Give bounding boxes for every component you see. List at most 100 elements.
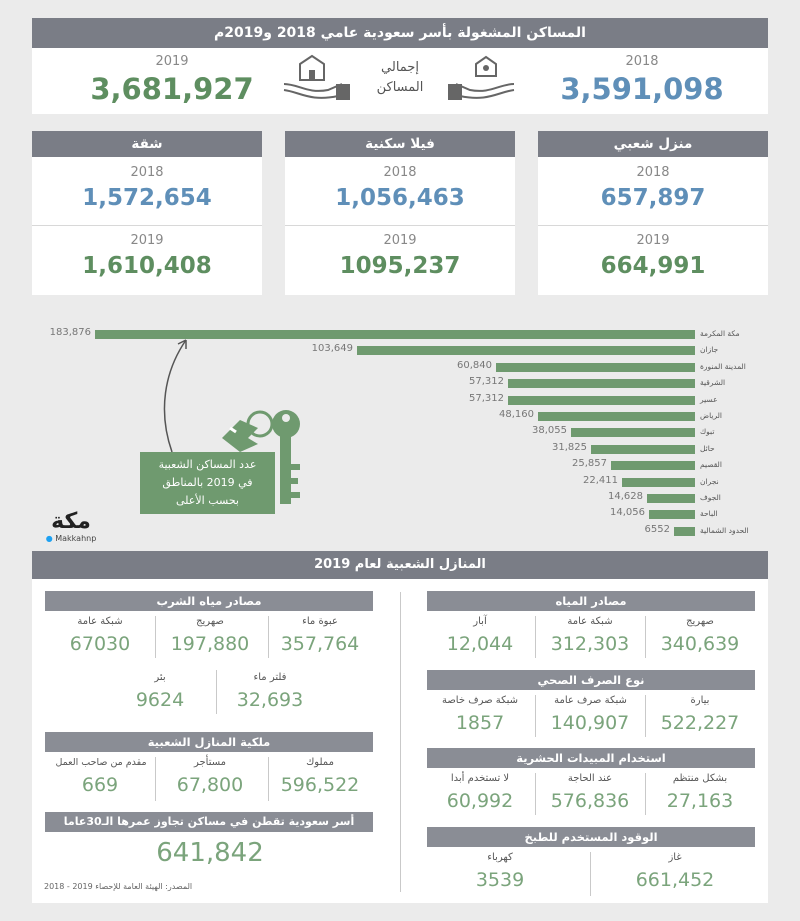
divider — [155, 616, 156, 658]
totals-card: 2019 3,681,927 إجمالي المساكن 2018 3,591… — [32, 48, 768, 114]
type-header-villa: فيلا سكنية — [285, 131, 515, 157]
hand-key-icon — [448, 55, 515, 100]
chart-bar-value: 103,649 — [311, 343, 353, 354]
chart-category-label: حائل — [700, 444, 715, 453]
pesticides-label-regularly: بشكل منتظم — [672, 773, 728, 784]
divider — [155, 757, 156, 801]
chart-bar-value: 31,825 — [552, 442, 587, 453]
apartment-year-2018: 2018 — [130, 165, 164, 180]
drinking-label-public-network: شبكة عامة — [77, 616, 123, 627]
chart-category-label: القصيم — [700, 460, 722, 469]
popular-value-2019: 664,991 — [600, 253, 706, 279]
sewage-value-private: 1857 — [455, 712, 505, 734]
chart-category-label: جازان — [700, 345, 719, 354]
water-value-tanker: 340,639 — [660, 633, 740, 655]
pesticides-label-when-needed: عند الحاجة — [567, 773, 613, 784]
callout-arrow — [163, 339, 187, 453]
chart-bar-value: 60,840 — [457, 360, 492, 371]
total-value-2019: 3,681,927 — [90, 72, 254, 106]
fuel-value-electricity: 3539 — [475, 869, 525, 891]
callout-line1: عدد المساكن الشعبية — [158, 458, 257, 471]
total-label-line2: المساكن — [376, 80, 424, 95]
pesticides-label-never: لا تستخدم أبدا — [450, 773, 510, 784]
type-header-apartment: شقة — [32, 131, 262, 157]
chart-category-label: مكة المكرمة — [700, 329, 740, 338]
section2-divider — [400, 592, 401, 892]
drinking-water-header: مصادر مياه الشرب — [45, 591, 373, 611]
chart-bar — [508, 396, 695, 405]
ownership-label-rented: مستأجر — [193, 757, 227, 768]
divider — [645, 616, 646, 658]
divider — [268, 757, 269, 801]
chart-bar-value: 6552 — [644, 524, 670, 535]
chart-bar-value: 22,411 — [583, 475, 618, 486]
villa-value-2019: 1095,237 — [339, 253, 461, 279]
chart-category-label: الحدود الشمالية — [700, 526, 749, 535]
drinking-label-filter: فلتر ماء — [253, 672, 287, 683]
fuel-value-gas: 661,452 — [635, 869, 715, 891]
fuel-label-electricity: كهرباء — [487, 852, 513, 863]
chart-category-label: المدينة المنورة — [700, 362, 746, 371]
chart-bar-value: 183,876 — [49, 327, 91, 338]
drinking-value-public-network: 67030 — [69, 633, 131, 655]
chart-bar — [357, 346, 695, 355]
water-label-tanker: صهريج — [686, 616, 714, 627]
pesticides-header: استخدام المبيدات الحشرية — [427, 748, 755, 768]
popular-year-2018: 2018 — [636, 165, 670, 180]
drinking-value-well: 9624 — [135, 689, 185, 711]
keys-icon — [222, 410, 300, 504]
sewage-header: نوع الصرف الصحي — [427, 670, 755, 690]
chart-category-label: نجران — [700, 477, 719, 486]
cooking-fuel-header: الوقود المستخدم للطبخ — [427, 827, 755, 847]
divider — [268, 616, 269, 658]
pesticides-value-never: 60,992 — [446, 790, 514, 812]
drinking-label-well: بئر — [154, 672, 166, 683]
chart-bar-value: 25,857 — [572, 458, 607, 469]
sewage-value-cesspit: 522,227 — [660, 712, 740, 734]
sewage-label-cesspit: بيارة — [690, 695, 710, 706]
callout-box: عدد المساكن الشعبية في 2019 بالمناطق بحس… — [140, 452, 275, 514]
chart-category-label: عسير — [700, 395, 718, 404]
hand-house-icon — [283, 54, 350, 100]
drinking-value-filter: 32,693 — [236, 689, 304, 711]
chart-category-label: الرياض — [700, 411, 722, 420]
type-card-popular-house: 2018 657,897 2019 664,991 — [538, 157, 768, 295]
old-houses-header: أسر سعودية تقطن في مساكن تجاوز عمرها الـ… — [45, 812, 373, 832]
chart-bar-value: 14,056 — [610, 507, 645, 518]
ownership-value-employer: 669 — [81, 774, 119, 796]
divider — [590, 852, 591, 896]
logo-wordmark: مكة — [51, 509, 91, 534]
popular-value-2018: 657,897 — [600, 185, 706, 211]
drinking-label-bottled: عبوة ماء — [302, 616, 338, 627]
water-value-public-network: 312,303 — [550, 633, 630, 655]
water-sources-header: مصادر المياه — [427, 591, 755, 611]
chart-bar — [591, 445, 695, 454]
sewage-value-public: 140,907 — [550, 712, 630, 734]
chart-category-label: الباحة — [700, 509, 718, 518]
chart-bar — [611, 461, 695, 470]
callout-line3: بحسب الأعلى — [176, 494, 239, 507]
ownership-label-employer: مقدم من صاحب العمل — [55, 757, 147, 768]
fuel-label-gas: غاز — [668, 852, 682, 863]
makkah-logo: مكة ● Makkahnp — [36, 509, 106, 544]
water-value-wells: 12,044 — [446, 633, 514, 655]
chart-bar-value: 57,312 — [469, 376, 504, 387]
pesticides-value-when-needed: 576,836 — [550, 790, 630, 812]
divider — [645, 773, 646, 815]
chart-bar-value: 14,628 — [608, 491, 643, 502]
page-title: المساكن المشغولة بأسر سعودية عامي 2018 و… — [32, 18, 768, 48]
total-year-2019: 2019 — [155, 54, 189, 69]
divider — [535, 695, 536, 737]
section2-title: المنازل الشعبية لعام 2019 — [32, 551, 768, 579]
type-card-apartment: 2018 1,572,654 2019 1,610,408 — [32, 157, 262, 295]
drinking-value-tanker: 197,880 — [170, 633, 250, 655]
callout-line2: في 2019 بالمناطق — [162, 476, 253, 489]
divider — [535, 773, 536, 815]
ownership-value-owned: 596,522 — [280, 774, 360, 796]
drinking-value-bottled: 357,764 — [280, 633, 360, 655]
logo-handle-row: ● Makkahnp — [36, 534, 106, 543]
divider — [535, 616, 536, 658]
chart-bar — [496, 363, 695, 372]
old-houses-value: 641,842 — [156, 838, 264, 868]
chart-bar — [508, 379, 695, 388]
